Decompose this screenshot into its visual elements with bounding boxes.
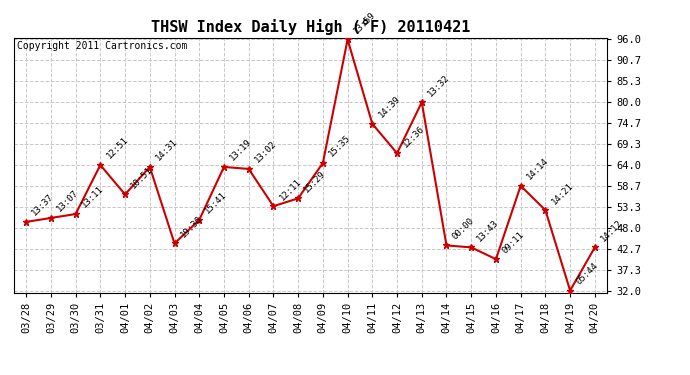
Text: 14:39: 14:39 [377, 94, 402, 120]
Text: Copyright 2011 Cartronics.com: Copyright 2011 Cartronics.com [17, 41, 187, 51]
Text: 13:02: 13:02 [253, 140, 278, 165]
Text: 13:59: 13:59 [352, 10, 377, 35]
Text: 13:43: 13:43 [475, 218, 501, 243]
Text: 13:19: 13:19 [228, 137, 253, 163]
Text: 15:29: 15:29 [302, 169, 328, 194]
Text: 13:32: 13:32 [426, 73, 451, 98]
Text: 13:11: 13:11 [80, 184, 105, 210]
Text: 15:35: 15:35 [327, 134, 353, 159]
Text: 12:51: 12:51 [104, 135, 130, 161]
Text: 10:51: 10:51 [129, 165, 155, 190]
Text: 13:07: 13:07 [55, 188, 81, 214]
Text: 19:30: 19:30 [179, 214, 204, 239]
Text: 12:36: 12:36 [401, 124, 426, 149]
Text: 13:37: 13:37 [30, 192, 56, 218]
Text: 15:41: 15:41 [204, 190, 229, 216]
Text: 14:31: 14:31 [154, 137, 179, 163]
Text: 14:12: 14:12 [599, 218, 624, 243]
Text: 00:00: 00:00 [451, 216, 476, 241]
Text: 14:14: 14:14 [525, 156, 550, 182]
Text: 12:11: 12:11 [277, 177, 303, 202]
Text: 05:44: 05:44 [574, 261, 600, 286]
Text: 09:11: 09:11 [500, 230, 526, 255]
Text: 14:21: 14:21 [549, 181, 575, 206]
Title: THSW Index Daily High (°F) 20110421: THSW Index Daily High (°F) 20110421 [151, 19, 470, 35]
